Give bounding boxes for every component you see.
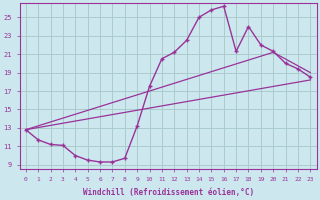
X-axis label: Windchill (Refroidissement éolien,°C): Windchill (Refroidissement éolien,°C) (83, 188, 254, 197)
